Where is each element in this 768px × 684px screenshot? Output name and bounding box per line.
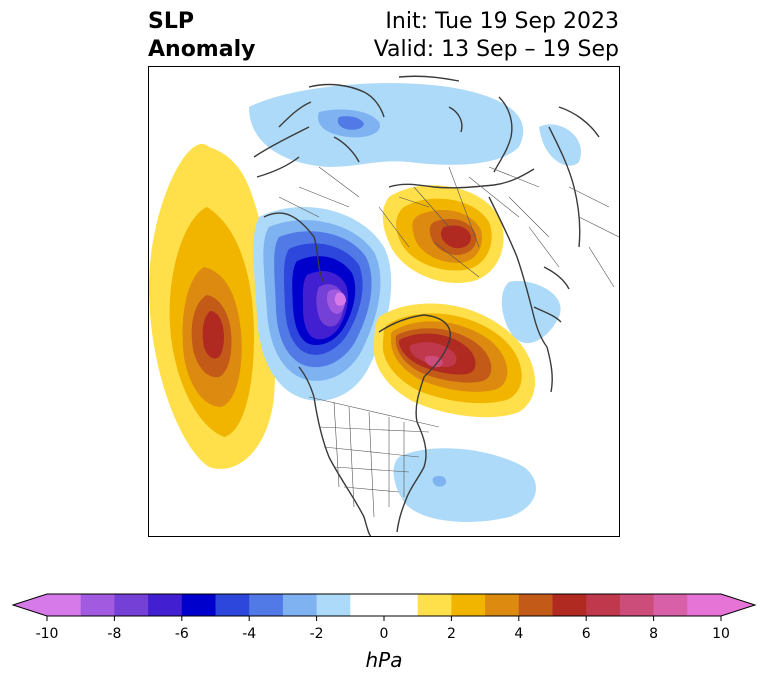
colorbar-segment [80, 594, 115, 616]
colorbar-extend-max [721, 594, 755, 616]
valid-range: Valid: 13 Sep – 19 Sep [373, 37, 619, 62]
colorbar-tick-label: 0 [380, 626, 389, 642]
siberian-high-anomaly [382, 185, 504, 283]
coastlines [253, 75, 600, 536]
colorbar-segment [619, 594, 655, 616]
colorbar-tick-label: -4 [242, 626, 256, 642]
colorbar-segment [181, 594, 216, 616]
colorbar-segment [148, 594, 183, 616]
colorbar-segment [215, 594, 250, 616]
colorbar-extend-min [13, 594, 47, 616]
map-title: SLP Anomaly [148, 8, 255, 64]
colorbar-segment [586, 594, 621, 616]
colorbar-segments [11, 593, 757, 617]
colorbar-tick-label: 6 [582, 626, 591, 642]
colorbar-segment [316, 594, 351, 616]
map-canvas [149, 75, 619, 536]
colorbar-tick-label: -10 [36, 626, 59, 642]
colorbar-tick-label: -2 [310, 626, 324, 642]
map-panel [148, 66, 620, 537]
colorbar-tick-label: 10 [712, 626, 730, 642]
colorbar-unit-label: hPa [366, 648, 403, 672]
colorbar-segment [249, 594, 284, 616]
colorbar-segment [653, 594, 688, 616]
colorbar-segment [687, 594, 722, 616]
colorbar-ticks: -10 -8 -6 -4 -2 0 2 4 6 8 10 [36, 616, 730, 642]
colorbar-tick-label: 8 [649, 626, 658, 642]
colorbar-segment [552, 594, 587, 616]
colorbar-tick-label: -8 [107, 626, 121, 642]
greenland-atlantic-high-anomaly [373, 303, 536, 418]
colorbar-segment [350, 594, 385, 616]
colorbar-segment [114, 594, 149, 616]
colorbar-tick-label: -6 [175, 626, 189, 642]
colorbar-segment [417, 594, 452, 616]
init-date: Init: Tue 19 Sep 2023 [385, 9, 619, 34]
western-canada-low-anomaly [253, 207, 392, 401]
country-borders [278, 166, 619, 518]
western-atlantic-low-anomaly [393, 124, 581, 522]
title-line-anomaly: Anomaly [148, 37, 256, 62]
colorbar-tick-label: 2 [447, 626, 456, 642]
colorbar-segment [485, 594, 520, 616]
colorbar-segment [451, 594, 486, 616]
colorbar: -10 -8 -6 -4 -2 0 2 4 6 8 10 hPa [11, 593, 757, 672]
north-pacific-high-anomaly [149, 143, 276, 469]
map-subtitle: Init: Tue 19 Sep 2023 Valid: 13 Sep – 19… [374, 8, 619, 64]
title-line-slp: SLP [148, 9, 194, 34]
colorbar-tick-label: 4 [514, 626, 523, 642]
colorbar-segment [282, 594, 318, 616]
colorbar-segment [47, 594, 82, 616]
arctic-low-anomaly [249, 83, 524, 167]
colorbar-segment [384, 594, 419, 616]
colorbar-segment [518, 594, 553, 616]
